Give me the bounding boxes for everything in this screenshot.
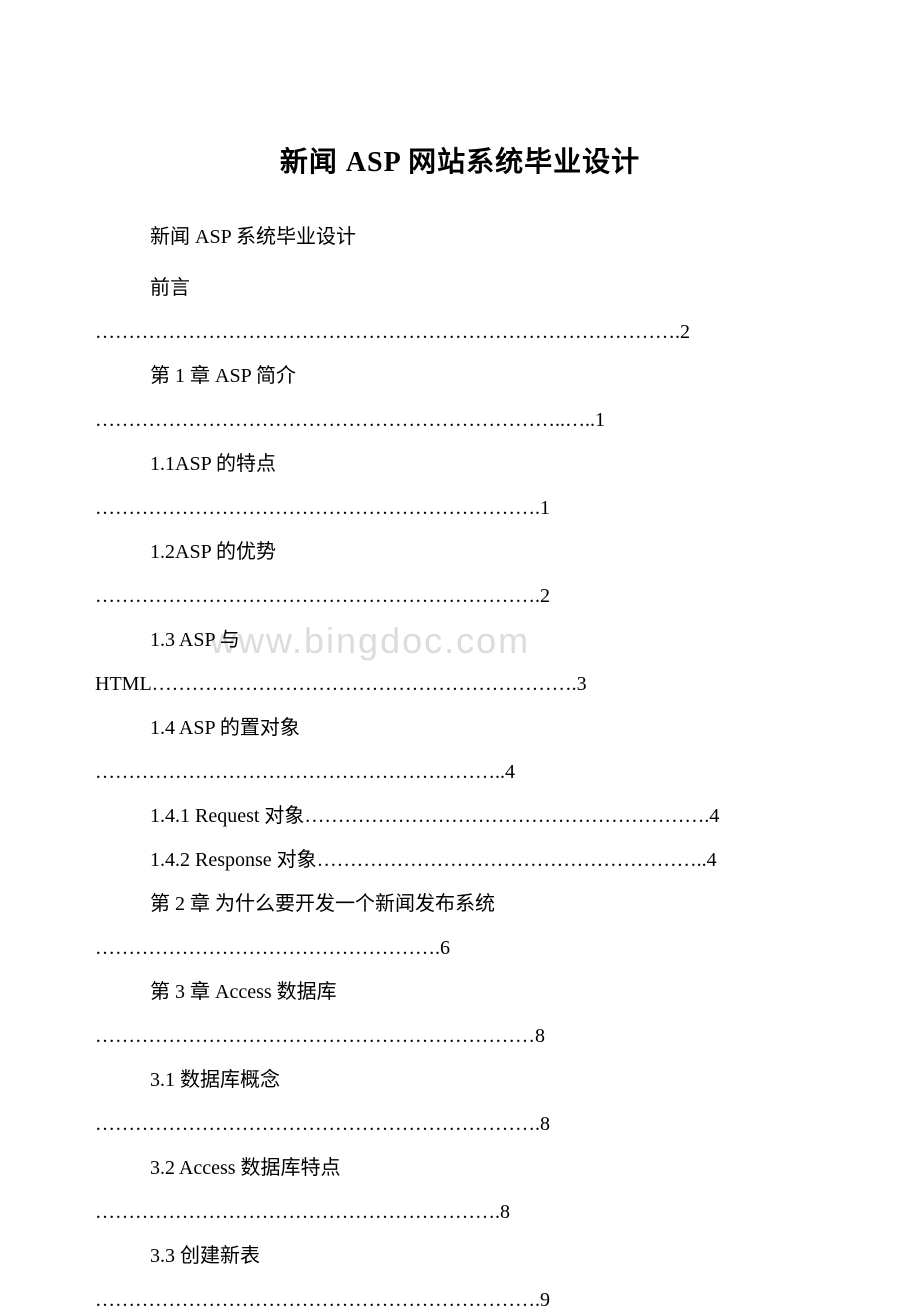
document-content: 新闻 ASP 网站系统毕业设计 新闻 ASP 系统毕业设计 前言 …………………… bbox=[95, 140, 825, 1315]
toc-entry: 第 1 章 ASP 简介 ……………………………………………………………..….… bbox=[95, 361, 825, 435]
toc-dots: HTML……………………………………………………….3 bbox=[95, 669, 825, 699]
toc-label: 前言 bbox=[150, 273, 825, 303]
toc-dots: ……………………………………………………………..…..1 bbox=[95, 405, 825, 435]
toc-dots: …………………………………………………………………………….2 bbox=[95, 317, 825, 347]
toc-dots: ………………………………………………………….8 bbox=[95, 1109, 825, 1139]
toc-label: 1.4 ASP 的置对象 bbox=[150, 713, 825, 743]
page-title: 新闻 ASP 网站系统毕业设计 bbox=[95, 140, 825, 180]
toc-label: 1.3 ASP 与 bbox=[150, 625, 825, 655]
toc-dots: ………………………………………………………….1 bbox=[95, 493, 825, 523]
toc-label: 第 3 章 Access 数据库 bbox=[150, 977, 825, 1007]
toc-label: 1.2ASP 的优势 bbox=[150, 537, 825, 567]
subtitle-text: 新闻 ASP 系统毕业设计 bbox=[150, 220, 825, 249]
toc-label: 第 1 章 ASP 简介 bbox=[150, 361, 825, 391]
toc-entry: 前言 …………………………………………………………………………….2 bbox=[95, 273, 825, 347]
toc-dots: ………………………………………………………….2 bbox=[95, 581, 825, 611]
toc-entry: 1.4 ASP 的置对象 ……………………………………………………..4 bbox=[95, 713, 825, 787]
toc-dots: ………………………………………………………….9 bbox=[95, 1285, 825, 1315]
toc-label: 3.1 数据库概念 bbox=[150, 1065, 825, 1095]
toc-entry: 1.4.1 Request 对象…………………………………………………….4 bbox=[95, 801, 825, 831]
toc-entry: 3.2 Access 数据库特点 …………………………………………………….8 bbox=[95, 1153, 825, 1227]
toc-dots: …………………………………………………….8 bbox=[95, 1197, 825, 1227]
toc-entry: 1.4.2 Response 对象…………………………………………………..4 bbox=[95, 845, 825, 875]
toc-label: 3.3 创建新表 bbox=[150, 1241, 825, 1271]
toc-entry: 3.3 创建新表 ………………………………………………………….9 bbox=[95, 1241, 825, 1315]
toc-entry: 1.1ASP 的特点 ………………………………………………………….1 bbox=[95, 449, 825, 523]
toc-entry: 1.3 ASP 与 HTML……………………………………………………….3 bbox=[95, 625, 825, 699]
toc-label: 1.4.2 Response 对象…………………………………………………..4 bbox=[150, 845, 825, 875]
toc-dots: …………………………………………………………8 bbox=[95, 1021, 825, 1051]
toc-label: 第 2 章 为什么要开发一个新闻发布系统 bbox=[150, 889, 825, 919]
toc-dots: ……………………………………………………..4 bbox=[95, 757, 825, 787]
toc-label: 3.2 Access 数据库特点 bbox=[150, 1153, 825, 1183]
toc-entry: 第 3 章 Access 数据库 …………………………………………………………8 bbox=[95, 977, 825, 1051]
toc-label: 1.1ASP 的特点 bbox=[150, 449, 825, 479]
toc-entry: 1.2ASP 的优势 ………………………………………………………….2 bbox=[95, 537, 825, 611]
toc-dots: …………………………………………….6 bbox=[95, 933, 825, 963]
toc-entry: 第 2 章 为什么要开发一个新闻发布系统 …………………………………………….6 bbox=[95, 889, 825, 963]
toc-label: 1.4.1 Request 对象…………………………………………………….4 bbox=[150, 801, 825, 831]
toc-entry: 3.1 数据库概念 ………………………………………………………….8 bbox=[95, 1065, 825, 1139]
